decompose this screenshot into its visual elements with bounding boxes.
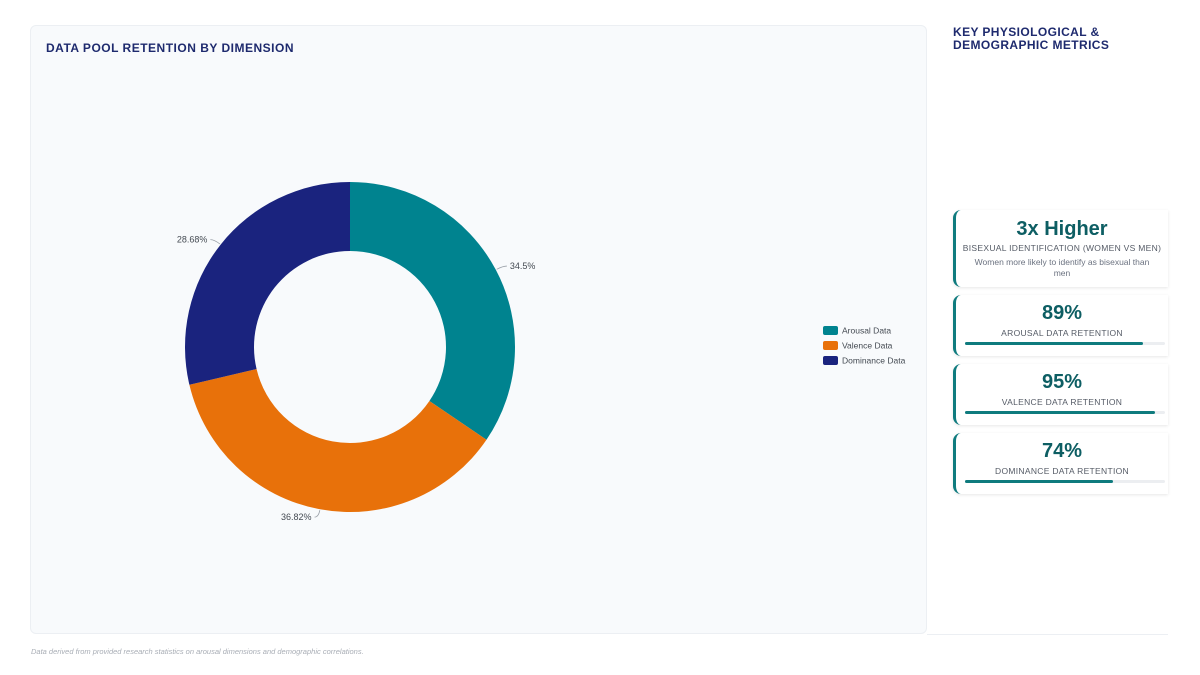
slice-label-leader <box>210 239 221 245</box>
metric-value: 74% <box>1041 440 1083 462</box>
legend-swatch-valence-data <box>823 341 838 350</box>
metric-card-dominance-retention: 74% DOMINANCE DATA RETENTION <box>953 433 1168 494</box>
metric-card-arousal-retention: 89% AROUSAL DATA RETENTION <box>953 295 1168 356</box>
progress-bar <box>965 342 1165 345</box>
slice-label-arousal-data: 34.5% <box>510 261 536 271</box>
progress-bar <box>965 411 1165 414</box>
legend-label-valence-data[interactable]: Valence Data <box>842 341 893 351</box>
slice-label-valence-data: 36.82% <box>281 512 312 522</box>
slice-dominance-data <box>185 182 350 385</box>
sidebar-title: KEY PHYSIOLOGICAL & DEMOGRAPHIC METRICS <box>953 25 1110 52</box>
legend-label-dominance-data[interactable]: Dominance Data <box>842 356 906 366</box>
footnote: Data derived from provided research stat… <box>31 647 364 656</box>
progress-fill <box>965 342 1143 345</box>
progress-bar <box>965 480 1165 483</box>
slice-arousal-data <box>350 182 515 440</box>
metric-label: BISEXUAL IDENTIFICATION (WOMEN VS MEN) <box>962 243 1162 253</box>
legend-label-arousal-data[interactable]: Arousal Data <box>842 326 891 336</box>
progress-fill <box>965 480 1113 483</box>
donut-chart: 34.5% 36.82% 28.68% Arousal Data Valence Dat… <box>177 182 906 522</box>
progress-fill <box>965 411 1155 414</box>
slice-valence-data <box>189 368 487 512</box>
metric-value: 89% <box>1041 302 1083 324</box>
footer-divider <box>927 634 1168 635</box>
slice-label-dominance-data: 28.68% <box>177 235 208 245</box>
chart-panel: DATA POOL RETENTION BY DIMENSION 34.5% 36… <box>30 25 927 634</box>
legend-swatch-arousal-data <box>823 326 838 335</box>
chart-title: DATA POOL RETENTION BY DIMENSION <box>46 41 295 55</box>
metric-label: AROUSAL DATA RETENTION <box>1001 328 1123 338</box>
metric-value: 3x Higher <box>1016 218 1108 240</box>
slice-label-leader <box>314 510 321 518</box>
slice-label-leader <box>496 265 507 270</box>
metric-card-bisexual-identification: 3x Higher BISEXUAL IDENTIFICATION (WOMEN… <box>953 210 1168 287</box>
metric-label: DOMINANCE DATA RETENTION <box>995 466 1129 476</box>
metric-description: Women more likely to identify as bisexua… <box>974 257 1150 278</box>
metric-value: 95% <box>1041 371 1083 393</box>
metric-label: VALENCE DATA RETENTION <box>1001 397 1123 407</box>
legend-swatch-dominance-data <box>823 356 838 365</box>
metric-card-valence-retention: 95% VALENCE DATA RETENTION <box>953 364 1168 425</box>
